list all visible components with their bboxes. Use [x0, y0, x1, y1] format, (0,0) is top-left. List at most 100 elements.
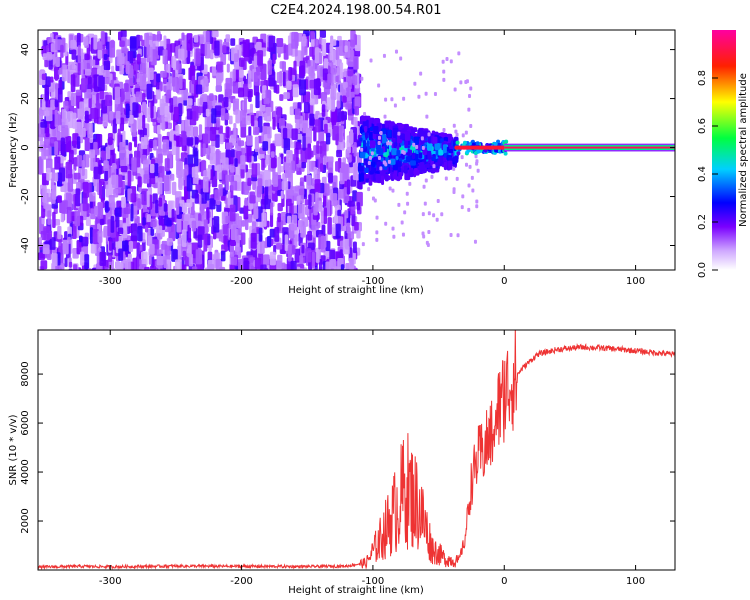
heatmap-cell: [225, 112, 230, 121]
heatmap-cell: [204, 126, 211, 144]
heatmap-cell: [323, 192, 327, 207]
heatmap-cell: [164, 158, 170, 172]
heatmap-cell: [51, 185, 57, 200]
heatmap-cell: [173, 106, 180, 123]
heatmap-cell: [157, 177, 163, 195]
heatmap-cell: [139, 72, 147, 90]
heatmap-cell: [380, 148, 384, 155]
heatmap-cell: [81, 236, 89, 247]
heatmap-cell: [214, 105, 222, 116]
heatmap-cell: [375, 145, 382, 151]
heatmap-cell: [137, 198, 141, 209]
heatmap-cell: [467, 207, 471, 212]
y-tick-label: 20: [20, 92, 31, 105]
heatmap-cell: [156, 256, 164, 266]
heatmap-cell: [89, 227, 94, 244]
heatmap-cell: [336, 149, 343, 158]
heatmap-cell: [209, 198, 216, 210]
heatmap-cell: [75, 89, 82, 96]
heatmap-cell: [117, 128, 121, 146]
heatmap-cell: [38, 157, 43, 175]
heatmap-cell: [327, 217, 332, 235]
heatmap-cell: [403, 210, 407, 215]
heatmap-cell: [144, 266, 150, 270]
spectrogram-xlabel: Height of straight line (km): [288, 285, 424, 296]
heatmap-cell: [218, 229, 224, 242]
heatmap-cell: [234, 53, 239, 63]
heatmap-cell: [410, 160, 416, 166]
heatmap-cell: [157, 153, 163, 164]
heatmap-cell: [145, 62, 149, 78]
heatmap-cell: [81, 127, 86, 138]
heatmap-cell: [276, 38, 284, 47]
heatmap-cell: [405, 156, 412, 162]
heatmap-cell: [364, 173, 369, 179]
heatmap-cell: [164, 215, 170, 226]
heatmap-cell: [336, 100, 341, 109]
heatmap-cell: [467, 107, 471, 112]
heatmap-cell: [431, 156, 436, 161]
heatmap-cell: [291, 128, 298, 141]
heatmap-cell: [203, 219, 208, 228]
heatmap-cell: [424, 163, 430, 168]
heatmap-cell: [105, 94, 113, 106]
heatmap-cell: [299, 79, 306, 96]
heatmap-cell: [281, 180, 289, 191]
heatmap-cell: [193, 34, 199, 43]
heatmap-cell: [255, 92, 260, 109]
heatmap-cell: [456, 151, 461, 156]
heatmap-cell: [471, 142, 476, 147]
heatmap-cell: [125, 103, 130, 119]
heatmap-cell: [109, 40, 116, 58]
heatmap-cell: [345, 150, 350, 158]
heatmap-cell: [343, 269, 350, 270]
heatmap-cell: [442, 144, 447, 154]
heatmap-cell: [103, 53, 108, 60]
x-tick-label: -300: [99, 576, 122, 587]
heatmap-cell: [157, 133, 162, 152]
heatmap-cell: [277, 212, 282, 223]
heatmap-cell: [276, 243, 283, 250]
heatmap-cell: [121, 196, 127, 208]
heatmap-cell: [322, 68, 328, 81]
heatmap-cell: [328, 172, 333, 183]
heatmap-cell: [342, 238, 350, 255]
heatmap-cell: [198, 124, 203, 140]
heatmap-cell: [54, 218, 61, 226]
heatmap-cell: [119, 142, 126, 154]
heatmap-cell: [265, 154, 270, 165]
heatmap-cell: [41, 73, 47, 81]
heatmap-cell: [302, 120, 309, 133]
heatmap-cell: [377, 156, 381, 161]
heatmap-cell: [139, 35, 143, 42]
heatmap-cell: [76, 136, 81, 149]
heatmap-cell: [77, 45, 81, 64]
heatmap-cell: [391, 188, 395, 193]
heatmap-cell: [254, 136, 259, 152]
heatmap-cell: [119, 40, 125, 47]
heatmap-cell: [319, 141, 327, 158]
heatmap-cell: [144, 224, 149, 233]
heatmap-cell: [54, 109, 58, 128]
heatmap-cell: [214, 189, 220, 201]
heatmap-cell: [112, 118, 117, 134]
heatmap-cell: [66, 206, 72, 224]
heatmap-cell: [178, 103, 183, 117]
heatmap-cell: [114, 86, 121, 105]
heatmap-cell: [423, 201, 427, 206]
heatmap-cell: [373, 198, 377, 203]
heatmap-cell: [290, 214, 298, 231]
heatmap-cell: [139, 57, 147, 75]
heatmap-cell: [70, 74, 76, 92]
heatmap-cell: [73, 157, 77, 171]
heatmap-cell: [104, 200, 109, 213]
heatmap-cell: [158, 197, 163, 207]
heatmap-cell: [140, 136, 148, 150]
heatmap-cell: [228, 115, 233, 125]
heatmap-cell: [247, 177, 252, 187]
heatmap-cell: [362, 119, 369, 129]
heatmap-cell: [443, 136, 448, 142]
heatmap-cell: [105, 146, 111, 160]
heatmap-cell: [258, 227, 263, 242]
heatmap-cell: [163, 35, 167, 50]
